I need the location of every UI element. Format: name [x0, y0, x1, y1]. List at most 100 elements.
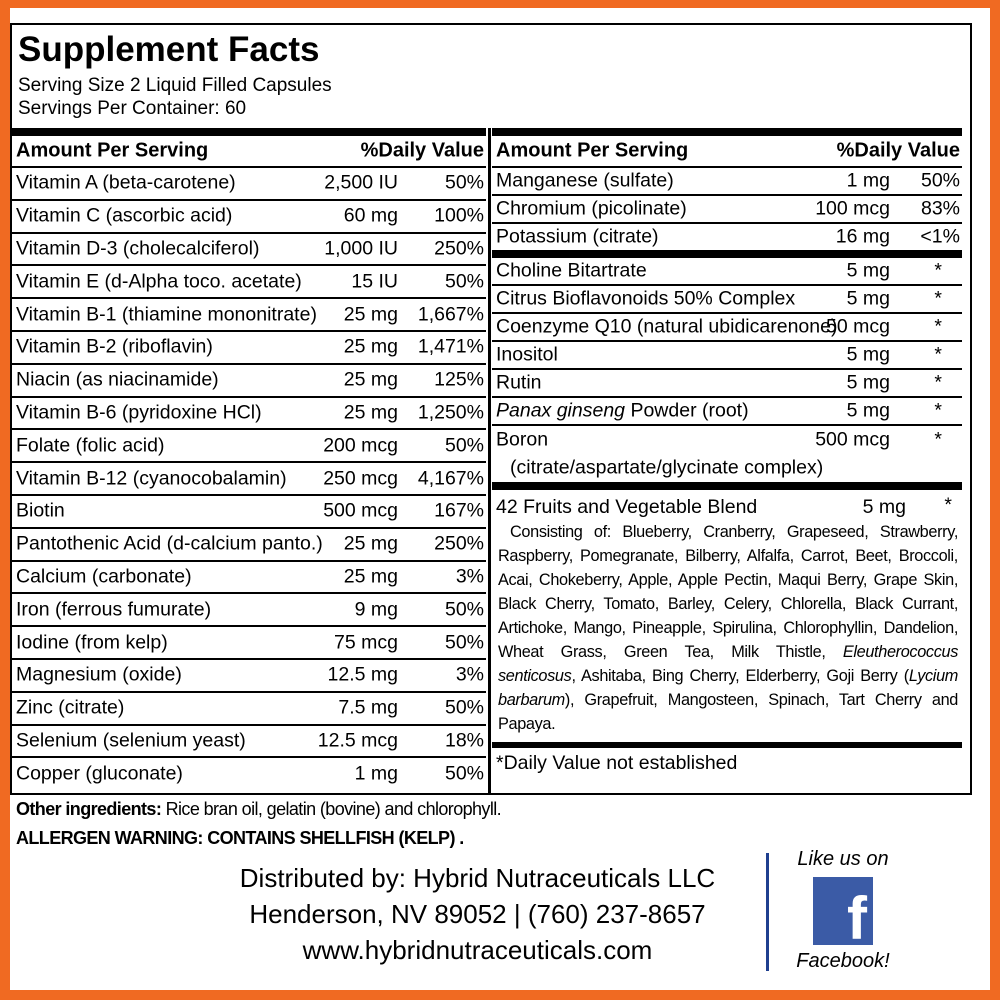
- other-ingredients: Other ingredients: Rice bran oil, gelati…: [16, 799, 502, 820]
- nutrient-name: Vitamin C (ascorbic acid): [16, 205, 232, 228]
- nutrient-name: Vitamin D-3 (cholecalciferol): [16, 237, 259, 260]
- rule: [492, 742, 962, 748]
- nutrient-dv: 3%: [455, 663, 484, 686]
- nutrient-row: Boron 500 mcg * (citrate/aspartate/glycinat…: [492, 424, 962, 482]
- nutrient-row: Copper (gluconate) 1 mg 50%: [12, 756, 486, 789]
- blend-amount: 5 mg: [862, 496, 906, 518]
- nutrient-amount: 5 mg: [846, 343, 890, 366]
- nutrient-dv: 83%: [920, 197, 960, 220]
- nutrient-row: Vitamin E (d-Alpha toco. acetate) 15 IU 50…: [12, 264, 486, 297]
- nutrient-row: Vitamin C (ascorbic acid) 60 mg 100%: [12, 198, 486, 232]
- nutrient-amount: 9 mg: [354, 598, 398, 621]
- nutrient-row: Vitamin B-6 (pyridoxine HCl) 25 mg 1,250%: [12, 395, 486, 429]
- nutrient-dv: 250%: [434, 532, 484, 555]
- distributor-line: Distributed by: Hybrid Nutraceuticals LL…: [239, 863, 716, 893]
- nutrient-amount: 25 mg: [343, 368, 398, 391]
- nutrient-amount: 200 mcg: [323, 434, 398, 457]
- nutrient-dv: *: [934, 399, 942, 422]
- header-amount: Amount Per Serving: [496, 139, 689, 162]
- nutrient-dv: 1,667%: [417, 303, 484, 326]
- nutrient-amount: 5 mg: [846, 371, 890, 394]
- nutrient-name: Inositol: [496, 344, 558, 367]
- text: Vitamin A (beta-carotene): [16, 171, 236, 194]
- nutrient-dv: 1,250%: [417, 401, 484, 424]
- blend-ingredients: Consisting of: Blueberry, Cranberry, Gra…: [498, 520, 958, 736]
- nutrient-row: Choline Bitartrate 5 mg *: [492, 256, 962, 284]
- nutrient-amount: 500 mcg: [323, 499, 398, 522]
- footnote: *Daily Value not established: [496, 752, 738, 774]
- nutrient-row: Calcium (carbonate) 25 mg 3%: [12, 559, 486, 593]
- nutrient-row: Inositol 5 mg *: [492, 340, 962, 368]
- text: Inositol: [496, 343, 558, 366]
- nutrient-dv: *: [934, 287, 942, 310]
- nutrient-amount: 1 mg: [846, 169, 890, 192]
- rule: [492, 250, 962, 256]
- allergen: ALLERGEN WARNING: CONTAINS SHELLFISH (KE…: [16, 828, 464, 848]
- nutrient-name: Pantothenic Acid (d-calcium panto.): [16, 533, 323, 556]
- header-amount: Amount Per Serving: [16, 139, 209, 162]
- text: Boron: [496, 428, 549, 451]
- nutrient-name: Rutin: [496, 372, 542, 395]
- table-header: Amount Per Serving %Daily Value: [492, 136, 962, 166]
- nutrient-amount: 16 mg: [835, 225, 890, 248]
- nutrient-amount: 75 mcg: [334, 631, 398, 654]
- table-header: Amount Per Serving %Daily Value: [12, 136, 486, 166]
- nutrient-dv: 50%: [444, 631, 484, 654]
- nutrient-row: Panax ginseng Powder (root) 5 mg *: [492, 396, 962, 424]
- text: Pantothenic Acid (d-calcium panto.): [16, 532, 323, 555]
- nutrient-name: Vitamin A (beta-carotene): [16, 172, 236, 195]
- text: Choline Bitartrate: [496, 259, 647, 282]
- text: Magnesium (oxide): [16, 663, 182, 686]
- nutrient-amount: 25 mg: [343, 401, 398, 424]
- nutrient-row: Vitamin B-12 (cyanocobalamin) 250 mcg 4,16…: [12, 461, 486, 494]
- text: Vitamin C (ascorbic acid): [16, 204, 233, 227]
- text: Coenzyme Q10 (natural ubidicarenone): [496, 315, 838, 338]
- nutrient-detail: (citrate/aspartate/glycinate complex): [510, 456, 824, 479]
- nutrient-row: Niacin (as niacinamide) 25 mg 125%: [12, 362, 486, 396]
- nutrient-dv: 50%: [444, 762, 484, 785]
- nutrient-amount: 7.5 mg: [338, 696, 398, 719]
- nutrient-dv: *: [934, 343, 942, 366]
- nutrient-amount: 15 IU: [351, 270, 398, 293]
- facebook-icon[interactable]: f: [813, 877, 873, 945]
- other-text: Rice bran oil, gelatin (bovine) and chlo…: [161, 799, 502, 819]
- text: Manganese (sulfate): [496, 169, 674, 192]
- nutrient-amount: 25 mg: [343, 303, 398, 326]
- text: Zinc (citrate): [16, 696, 125, 719]
- distributor-line: Henderson, NV 89052 | (760) 237-8657: [249, 899, 706, 929]
- nutrient-name: Zinc (citrate): [16, 697, 124, 720]
- text: Vitamin B-12 (cyanocobalamin): [16, 467, 287, 490]
- nutrient-name: Vitamin E (d-Alpha toco. acetate): [16, 270, 302, 293]
- nutrient-amount: 100 mcg: [815, 197, 890, 220]
- serving-size: Serving Size 2 Liquid Filled Capsules: [18, 75, 332, 96]
- nutrient-name: Panax ginseng Powder (root): [496, 400, 749, 423]
- nutrient-amount: 5 mg: [846, 259, 890, 282]
- nutrient-dv: 50%: [444, 598, 484, 621]
- nutrient-name: Manganese (sulfate): [496, 170, 674, 193]
- text-segment: Panax ginseng: [496, 399, 626, 422]
- nutrient-dv: <1%: [920, 225, 960, 248]
- nutrient-amount: 5 mg: [846, 399, 890, 422]
- nutrient-row: Vitamin A (beta-carotene) 2,500 IU 50%: [12, 166, 486, 199]
- nutrient-row: Folate (folic acid) 200 mcg 50%: [12, 428, 486, 461]
- text: Vitamin B-2 (riboflavin): [16, 335, 213, 358]
- nutrient-dv: 250%: [434, 237, 484, 260]
- nutrient-dv: *: [934, 259, 942, 282]
- nutrient-dv: 18%: [444, 729, 484, 752]
- text-segment: Consisting of: Blueberry, Cranberry, Gra…: [498, 523, 958, 661]
- nutrient-name: Biotin: [16, 500, 65, 523]
- nutrient-dv: *: [934, 428, 942, 451]
- text: Calcium (carbonate): [16, 565, 192, 588]
- blend: 42 Fruits and Vegetable Blend 5 mg * Consis…: [492, 488, 962, 742]
- nutrient-name: Chromium (picolinate): [496, 198, 687, 221]
- nutrient-row: Rutin 5 mg *: [492, 368, 962, 396]
- nutrient-row: Vitamin D-3 (cholecalciferol) 1,000 IU 250…: [12, 231, 486, 265]
- nutrient-dv: 50%: [444, 270, 484, 293]
- text: Vitamin B-6 (pyridoxine HCl): [16, 401, 262, 424]
- nutrient-amount: 1,000 IU: [324, 237, 398, 260]
- facebook-text: Facebook!: [796, 950, 890, 972]
- nutrient-name: Iodine (from kelp): [16, 631, 168, 654]
- nutrient-name: Vitamin B-6 (pyridoxine HCl): [16, 401, 262, 424]
- blend-dv: *: [944, 494, 952, 516]
